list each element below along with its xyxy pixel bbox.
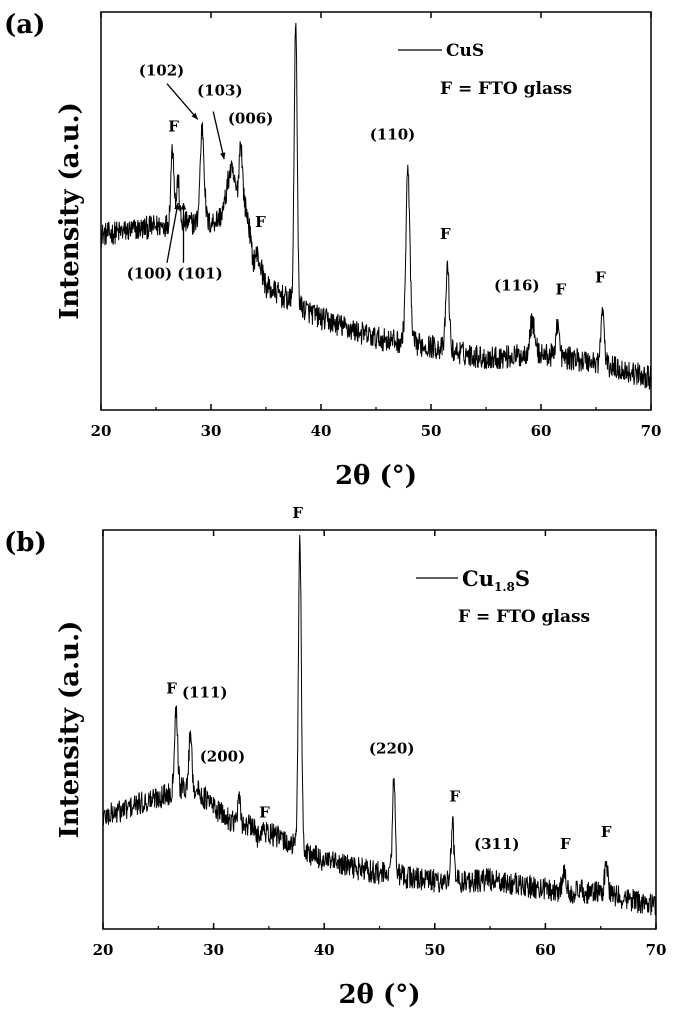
arrow-head	[180, 203, 187, 210]
arrow-head	[191, 112, 198, 120]
arrow-head	[174, 203, 180, 210]
legend-series-subscript: 1.8	[494, 580, 515, 594]
peak-label: (100)	[127, 265, 173, 283]
x-tick-label: 20	[93, 941, 114, 959]
panel-label: (b)	[4, 528, 47, 558]
peak-label: (200)	[200, 747, 246, 765]
peak-label: (101)	[177, 265, 223, 283]
peak-label: (102)	[139, 62, 185, 80]
x-axis-title: 2θ (°)	[335, 461, 417, 491]
x-tick-label: 60	[531, 422, 552, 440]
x-tick-label: 50	[424, 941, 445, 959]
panel-label: (a)	[4, 10, 45, 40]
peak-label: F	[166, 680, 177, 698]
peak-label: F	[595, 269, 606, 287]
plot-frame	[102, 529, 657, 930]
y-axis-title: Intensity (a.u.)	[55, 102, 85, 320]
arrow-head	[220, 152, 226, 160]
peak-label: (311)	[474, 835, 520, 853]
legend-series-label: CuS	[446, 41, 484, 61]
peak-label: (220)	[369, 739, 415, 757]
x-axis-title: 2θ (°)	[338, 980, 420, 1010]
annotation-arrow	[212, 111, 225, 160]
peak-label: F	[440, 225, 451, 243]
peak-label: F	[259, 803, 270, 821]
peak-label: (110)	[370, 125, 416, 143]
peak-label: F	[255, 213, 266, 231]
legend-note: F = FTO glass	[440, 79, 572, 99]
x-tick-label: 70	[646, 941, 667, 959]
xrd-trace	[102, 534, 657, 916]
peak-label: F	[168, 117, 179, 135]
peak-label: (111)	[182, 684, 228, 702]
peak-label: F	[289, 0, 300, 4]
legend-series-suffix: S	[515, 566, 530, 591]
annotation-arrow	[166, 83, 199, 120]
peak-label: F	[555, 281, 566, 299]
x-tick-label: 50	[421, 422, 442, 440]
x-tick-label: 30	[201, 422, 222, 440]
peak-label: (116)	[494, 277, 540, 295]
y-axis-title: Intensity (a.u.)	[55, 621, 85, 839]
peak-label: (006)	[228, 109, 274, 127]
x-tick-label: 40	[311, 422, 332, 440]
x-tick-label: 40	[314, 941, 335, 959]
xrd-trace	[100, 22, 652, 390]
peak-label: F	[601, 823, 612, 841]
legend-series-base: Cu	[462, 566, 494, 591]
peak-label: F	[449, 787, 460, 805]
peak-label: F	[560, 835, 571, 853]
legend-series-label: Cu1.8S	[462, 566, 530, 594]
legend-note: F = FTO glass	[458, 607, 590, 627]
x-tick-label: 60	[535, 941, 556, 959]
x-tick-label: 30	[203, 941, 224, 959]
peak-label: (103)	[197, 82, 243, 100]
x-tick-label: 70	[641, 422, 662, 440]
peak-label: F	[292, 504, 303, 522]
x-tick-label: 20	[91, 422, 112, 440]
annotation-arrow	[166, 202, 179, 263]
